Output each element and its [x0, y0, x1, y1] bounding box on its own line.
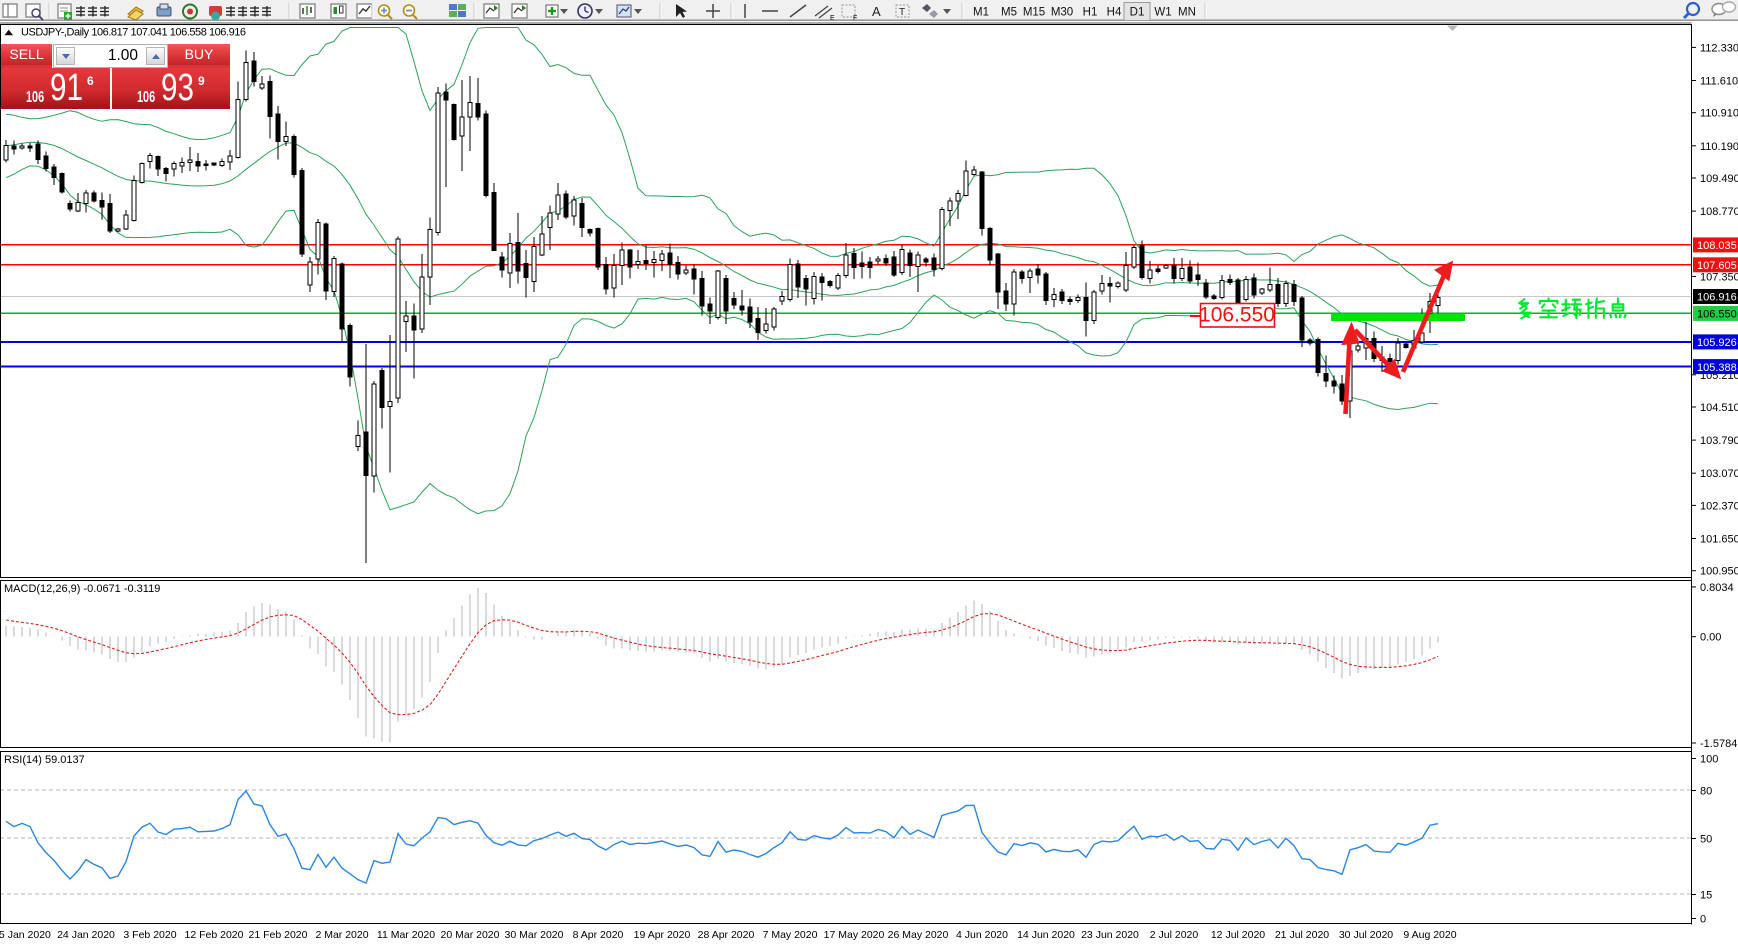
svg-text:106.550: 106.550 — [1697, 309, 1737, 321]
svg-text:H1: H1 — [1083, 7, 1098, 19]
svg-text:0: 0 — [1700, 914, 1706, 926]
svg-text:107.350: 107.350 — [1700, 271, 1738, 283]
svg-text:D1: D1 — [1130, 7, 1145, 19]
svg-text:9 Aug 2020: 9 Aug 2020 — [1403, 929, 1456, 941]
svg-text:21 Feb 2020: 21 Feb 2020 — [249, 929, 308, 941]
svg-text:12 Feb 2020: 12 Feb 2020 — [185, 929, 244, 941]
svg-text:23 Jun 2020: 23 Jun 2020 — [1081, 929, 1139, 941]
svg-text:111.610: 111.610 — [1700, 76, 1738, 88]
svg-text:26 May 2020: 26 May 2020 — [888, 929, 949, 941]
svg-text:-1.5784: -1.5784 — [1700, 738, 1737, 750]
svg-text:15: 15 — [1700, 890, 1712, 902]
svg-text:2 Jul 2020: 2 Jul 2020 — [1150, 929, 1199, 941]
svg-text:21 Jul 2020: 21 Jul 2020 — [1275, 929, 1329, 941]
svg-text:7 May 2020: 7 May 2020 — [763, 929, 818, 941]
svg-text:24 Jan 2020: 24 Jan 2020 — [57, 929, 115, 941]
svg-text:100: 100 — [1700, 754, 1718, 766]
svg-text:USDJPY-,Daily 106.817 107.041: USDJPY-,Daily 106.817 107.041 106.558 10… — [21, 27, 246, 39]
svg-text:28 Apr 2020: 28 Apr 2020 — [698, 929, 755, 941]
svg-text:15 Jan 2020: 15 Jan 2020 — [0, 929, 51, 941]
svg-text:103.790: 103.790 — [1700, 435, 1738, 447]
svg-text:F: F — [853, 15, 857, 22]
svg-text:112.330: 112.330 — [1700, 42, 1738, 54]
svg-text:2 Mar 2020: 2 Mar 2020 — [315, 929, 368, 941]
svg-text:MN: MN — [1178, 7, 1196, 19]
svg-text:17 May 2020: 17 May 2020 — [824, 929, 885, 941]
svg-text:0.00: 0.00 — [1700, 632, 1721, 644]
svg-text:H4: H4 — [1107, 7, 1122, 19]
svg-text:80: 80 — [1700, 786, 1712, 798]
svg-text:101.650: 101.650 — [1700, 534, 1738, 546]
svg-text:110.190: 110.190 — [1700, 141, 1738, 153]
svg-text:30 Jul 2020: 30 Jul 2020 — [1339, 929, 1393, 941]
svg-text:20 Mar 2020: 20 Mar 2020 — [441, 929, 500, 941]
svg-text:RSI(14) 59.0137: RSI(14) 59.0137 — [4, 754, 85, 766]
svg-text:4 Jun 2020: 4 Jun 2020 — [956, 929, 1008, 941]
svg-text:W1: W1 — [1154, 7, 1171, 19]
svg-text:3 Feb 2020: 3 Feb 2020 — [123, 929, 176, 941]
svg-text:E: E — [830, 15, 835, 22]
svg-text:30 Mar 2020: 30 Mar 2020 — [505, 929, 564, 941]
svg-text:M30: M30 — [1051, 7, 1073, 19]
svg-text:110.910: 110.910 — [1700, 108, 1738, 120]
svg-text:109.490: 109.490 — [1700, 173, 1738, 185]
svg-text:105.388: 105.388 — [1697, 362, 1737, 374]
svg-text:MACD(12,26,9) -0.0671 -0.3119: MACD(12,26,9) -0.0671 -0.3119 — [4, 583, 160, 595]
svg-text:108.770: 108.770 — [1700, 206, 1738, 218]
svg-text:8 Apr 2020: 8 Apr 2020 — [573, 929, 624, 941]
svg-text:103.070: 103.070 — [1700, 468, 1738, 480]
svg-text:102.370: 102.370 — [1700, 500, 1738, 512]
svg-text:14 Jun 2020: 14 Jun 2020 — [1017, 929, 1075, 941]
svg-text:106.550: 106.550 — [1199, 304, 1275, 327]
svg-text:104.510: 104.510 — [1700, 402, 1738, 414]
svg-text:107.605: 107.605 — [1697, 260, 1737, 272]
svg-text:108.035: 108.035 — [1697, 240, 1737, 252]
svg-text:A: A — [872, 4, 881, 19]
svg-text:106.916: 106.916 — [1697, 292, 1737, 304]
svg-text:M15: M15 — [1023, 7, 1045, 19]
svg-text:50: 50 — [1700, 834, 1712, 846]
svg-text:12 Jul 2020: 12 Jul 2020 — [1211, 929, 1265, 941]
svg-text:11 Mar 2020: 11 Mar 2020 — [377, 929, 435, 941]
svg-text:0.8034: 0.8034 — [1700, 582, 1734, 594]
svg-text:105.926: 105.926 — [1697, 337, 1737, 349]
svg-text:19 Apr 2020: 19 Apr 2020 — [634, 929, 691, 941]
svg-text:T: T — [899, 7, 905, 18]
svg-text:M5: M5 — [1001, 7, 1017, 19]
svg-text:M1: M1 — [973, 7, 989, 19]
svg-text:100.950: 100.950 — [1700, 566, 1738, 578]
